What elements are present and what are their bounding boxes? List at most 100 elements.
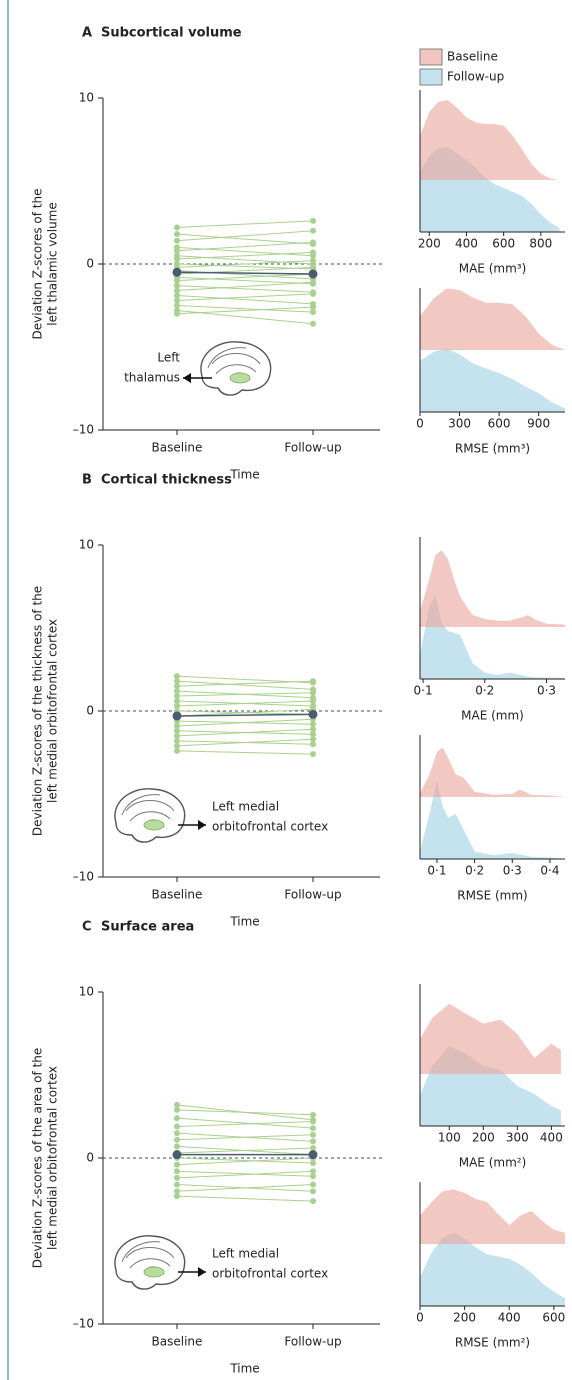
- x-tick-label: 400: [455, 237, 478, 251]
- subject-point: [310, 1118, 316, 1125]
- subject-point: [174, 698, 180, 705]
- annotation: Left medial: [212, 1247, 279, 1261]
- x-axis-label: Time: [229, 468, 259, 482]
- subject-point: [310, 227, 316, 234]
- subject-line: [176, 293, 314, 302]
- subject-line: [176, 728, 314, 737]
- x-tick-label: Follow-up: [284, 441, 341, 455]
- subject-point: [310, 217, 316, 224]
- subject-point: [174, 683, 180, 690]
- subject-point: [174, 297, 180, 304]
- x-axis-label: Time: [229, 915, 259, 929]
- mean-point: [308, 1150, 318, 1160]
- y-tick-label: 0: [86, 257, 94, 271]
- subject-point: [310, 721, 316, 728]
- subject-point: [174, 231, 180, 238]
- subject-point: [310, 1168, 316, 1175]
- x-tick-label: 300: [448, 417, 471, 431]
- subject-point: [174, 1188, 180, 1195]
- subject-point: [174, 1123, 180, 1130]
- subject-line: [176, 230, 314, 242]
- follow-up-density: [420, 781, 565, 859]
- subject-line: [176, 700, 314, 707]
- subject-line: [176, 1134, 314, 1141]
- subject-point: [174, 693, 180, 700]
- panel-letter: C: [82, 920, 92, 935]
- subject-line: [176, 305, 314, 313]
- x-tick-label: 600: [542, 1311, 565, 1325]
- subject-point: [310, 689, 316, 696]
- arrow-head: [198, 1267, 206, 1277]
- subject-point: [174, 224, 180, 231]
- y-tick-label: 0: [86, 704, 94, 718]
- x-tick-label: 300: [506, 1131, 529, 1145]
- x-tick-label: 0·3: [503, 864, 522, 878]
- subject-point: [174, 1130, 180, 1137]
- subject-point: [310, 1125, 316, 1132]
- x-tick-label: 400: [498, 1311, 521, 1325]
- subject-line: [176, 273, 314, 282]
- subject-point: [174, 737, 180, 744]
- mean-point: [172, 267, 182, 277]
- legend-swatch: [419, 48, 443, 66]
- brain-icon: [114, 788, 186, 843]
- subject-point: [174, 1136, 180, 1143]
- x-tick-label: 200: [453, 1311, 476, 1325]
- brain-icon: [200, 341, 272, 396]
- legend-swatch: [419, 68, 443, 86]
- subject-point: [174, 1193, 180, 1200]
- subject-line: [176, 295, 314, 305]
- brain-outline: [114, 788, 186, 843]
- subject-point: [310, 290, 316, 297]
- subject-point: [174, 282, 180, 289]
- panel-title: Surface area: [101, 920, 194, 935]
- subject-point: [174, 310, 180, 317]
- subject-point: [174, 1106, 180, 1113]
- subject-point: [174, 673, 180, 680]
- subject-line: [176, 680, 314, 690]
- legend-label: Baseline: [447, 50, 498, 64]
- x-axis-label: RMSE (mm²): [455, 1336, 530, 1350]
- subject-point: [174, 237, 180, 244]
- annotation: Left medial: [212, 800, 279, 814]
- y-tick-label: –10: [73, 870, 94, 884]
- brain-outline: [114, 1235, 186, 1290]
- panel-letter: B: [82, 473, 92, 488]
- baseline-density: [420, 100, 560, 180]
- subject-point: [174, 277, 180, 284]
- subject-point: [310, 1198, 316, 1205]
- x-tick-label: Baseline: [152, 1335, 203, 1349]
- baseline-density: [420, 1003, 561, 1074]
- subject-point: [174, 688, 180, 695]
- mean-point: [172, 711, 182, 721]
- subject-line: [176, 276, 314, 285]
- baseline-density: [420, 1189, 565, 1244]
- baseline-density: [420, 288, 565, 350]
- x-tick-label: 200: [418, 237, 441, 251]
- subject-line: [176, 738, 314, 747]
- x-axis-label: RMSE (mm³): [455, 442, 530, 456]
- baseline-density: [420, 747, 565, 797]
- mean-point: [308, 709, 318, 719]
- subject-point: [174, 292, 180, 299]
- mean-line: [176, 271, 314, 275]
- panel-letter: A: [82, 26, 92, 41]
- subject-line: [176, 1120, 314, 1127]
- subject-line: [176, 251, 314, 260]
- subject-line: [176, 306, 314, 315]
- x-tick-label: 0·2: [465, 864, 484, 878]
- subject-line: [176, 241, 314, 252]
- panel-title: Subcortical volume: [101, 26, 242, 41]
- x-tick-label: 0: [416, 417, 424, 431]
- x-tick-label: Follow-up: [284, 1335, 341, 1349]
- subject-point: [310, 741, 316, 748]
- subject-point: [174, 256, 180, 263]
- x-tick-label: Follow-up: [284, 888, 341, 902]
- brain-icon: [114, 1235, 186, 1290]
- brain-folds: [207, 347, 261, 381]
- subject-point: [310, 309, 316, 316]
- subject-point: [174, 1143, 180, 1150]
- subject-point: [310, 726, 316, 733]
- x-tick-label: Baseline: [152, 888, 203, 902]
